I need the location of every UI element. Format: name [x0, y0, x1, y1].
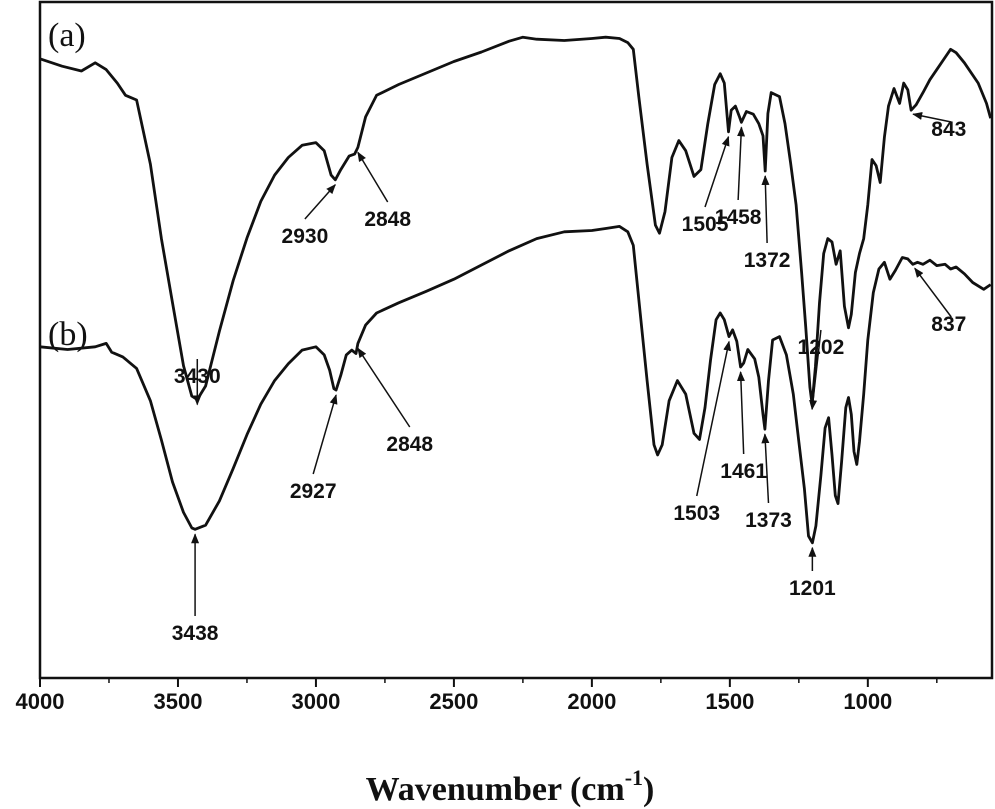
- series-line-a: [39, 35, 992, 406]
- x-axis-title-main: Wavenumber (cm: [366, 771, 625, 808]
- peak-label: 1202: [798, 336, 845, 359]
- peak-label: 3438: [172, 622, 219, 645]
- peak-arrow: [312, 394, 338, 475]
- x-axis-tick-labels: 4000 3500 3000 2500 2000 1500 1000: [16, 689, 893, 714]
- peak-label: 843: [931, 118, 966, 141]
- x-axis-title: Wavenumber (cm-1): [366, 765, 655, 808]
- series-line-b: [39, 225, 992, 545]
- peak-label: 2848: [386, 433, 433, 456]
- peak-arrow: [704, 135, 730, 208]
- peak-label: 3430: [174, 365, 221, 388]
- x-tick-label: 1000: [843, 689, 892, 714]
- peak-arrow: [761, 433, 770, 504]
- x-tick-label: 3500: [153, 689, 202, 714]
- peak-label: 837: [931, 313, 966, 336]
- x-tick-label: 1500: [705, 689, 754, 714]
- x-tick-label: 2000: [567, 689, 616, 714]
- peak-arrow: [736, 371, 745, 455]
- peak-label: 1373: [745, 509, 792, 532]
- x-tick-label: 4000: [16, 689, 65, 714]
- x-tick-label: 2500: [429, 689, 478, 714]
- peak-arrow: [737, 126, 746, 201]
- peak-arrow: [761, 175, 770, 244]
- peak-label: 2927: [290, 480, 337, 503]
- peak-arrow: [357, 151, 389, 203]
- peak-label: 2930: [282, 225, 329, 248]
- peak-label: 2848: [364, 208, 411, 231]
- x-axis-title-close: ): [643, 771, 654, 808]
- x-axis-title-sup: -1: [625, 765, 643, 790]
- peak-label: 1503: [673, 502, 720, 525]
- peak-arrow: [809, 329, 822, 411]
- peak-arrow: [696, 340, 732, 497]
- peak-arrow: [914, 267, 952, 318]
- peak-label: 1461: [720, 460, 767, 483]
- x-tick-label: 3000: [291, 689, 340, 714]
- peak-label: 1505: [682, 213, 729, 236]
- peak-label: 1201: [789, 577, 836, 600]
- spectra: [39, 35, 992, 545]
- x-axis-ticks: [39, 678, 938, 687]
- panel-label-a: (a): [48, 17, 86, 54]
- peak-arrow: [304, 184, 336, 220]
- peak-label: 1458: [715, 206, 762, 229]
- peak-arrow: [357, 347, 411, 428]
- peak-arrow: [912, 112, 952, 123]
- peak-label: 1372: [744, 249, 791, 272]
- plot-frame: [38, 0, 994, 680]
- panel-label-b: (b): [48, 316, 88, 353]
